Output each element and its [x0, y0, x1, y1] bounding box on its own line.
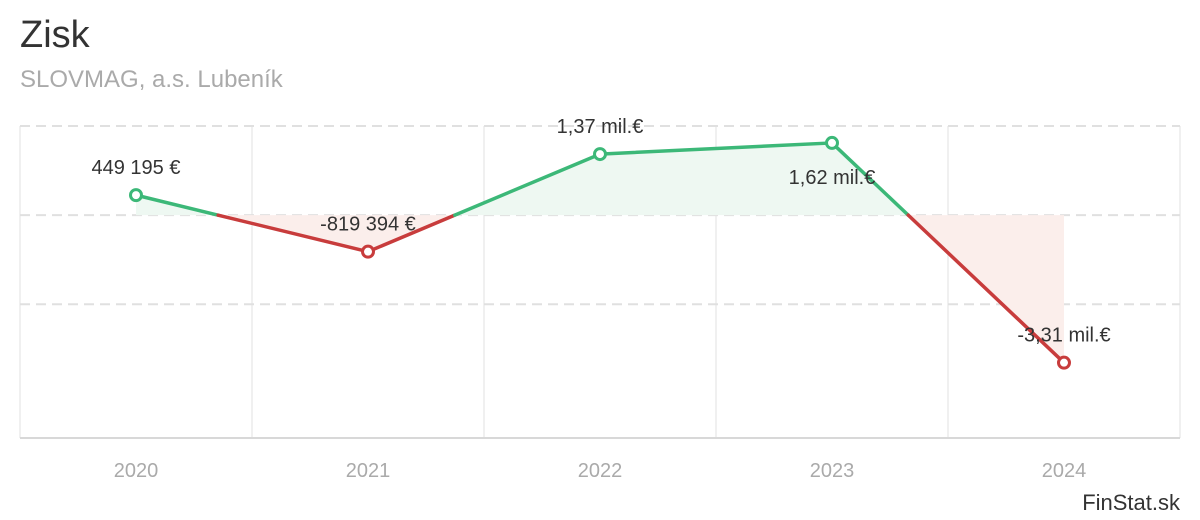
x-axis-ticks: 2020 2021 2022 2023 2024	[114, 460, 1087, 482]
negative-line-segment	[216, 213, 370, 254]
chart-title: Zisk	[20, 14, 90, 56]
data-point-2023	[825, 135, 839, 150]
area-fills	[136, 142, 1064, 363]
x-tick-2022: 2022	[578, 460, 623, 482]
finstat-credit[interactable]: FinStat.sk	[1082, 490, 1180, 515]
negative-line-segment	[906, 213, 1066, 365]
data-point-2020	[129, 188, 143, 203]
data-point-2022	[593, 147, 607, 162]
chart-subtitle: SLOVMAG, a.s. Lubeník	[20, 66, 283, 93]
data-points	[129, 135, 1071, 370]
positive-line-segment	[134, 193, 220, 217]
x-tick-2024: 2024	[1042, 460, 1087, 482]
data-label-2024: -3,31 mil.€	[1017, 325, 1110, 347]
negative-line-segment	[366, 213, 457, 254]
data-label-2022: 1,37 mil.€	[557, 116, 644, 138]
positive-line-segment	[453, 152, 602, 217]
positive-area	[600, 142, 832, 216]
data-label-2021: -819 394 €	[320, 214, 416, 236]
data-point-2024	[1057, 355, 1071, 370]
data-label-2023: 1,62 mil.€	[789, 167, 876, 189]
data-label-2020: 449 195 €	[92, 157, 181, 179]
series-line	[134, 141, 1066, 365]
x-tick-2021: 2021	[346, 460, 391, 482]
positive-line-segment	[830, 141, 910, 217]
data-point-2021	[361, 244, 375, 259]
positive-line-segment	[598, 141, 834, 156]
x-tick-2023: 2023	[810, 460, 855, 482]
x-tick-2020: 2020	[114, 460, 159, 482]
data-labels: 449 195 € -819 394 € 1,37 mil.€ 1,62 mil.€ -…	[92, 116, 1111, 347]
